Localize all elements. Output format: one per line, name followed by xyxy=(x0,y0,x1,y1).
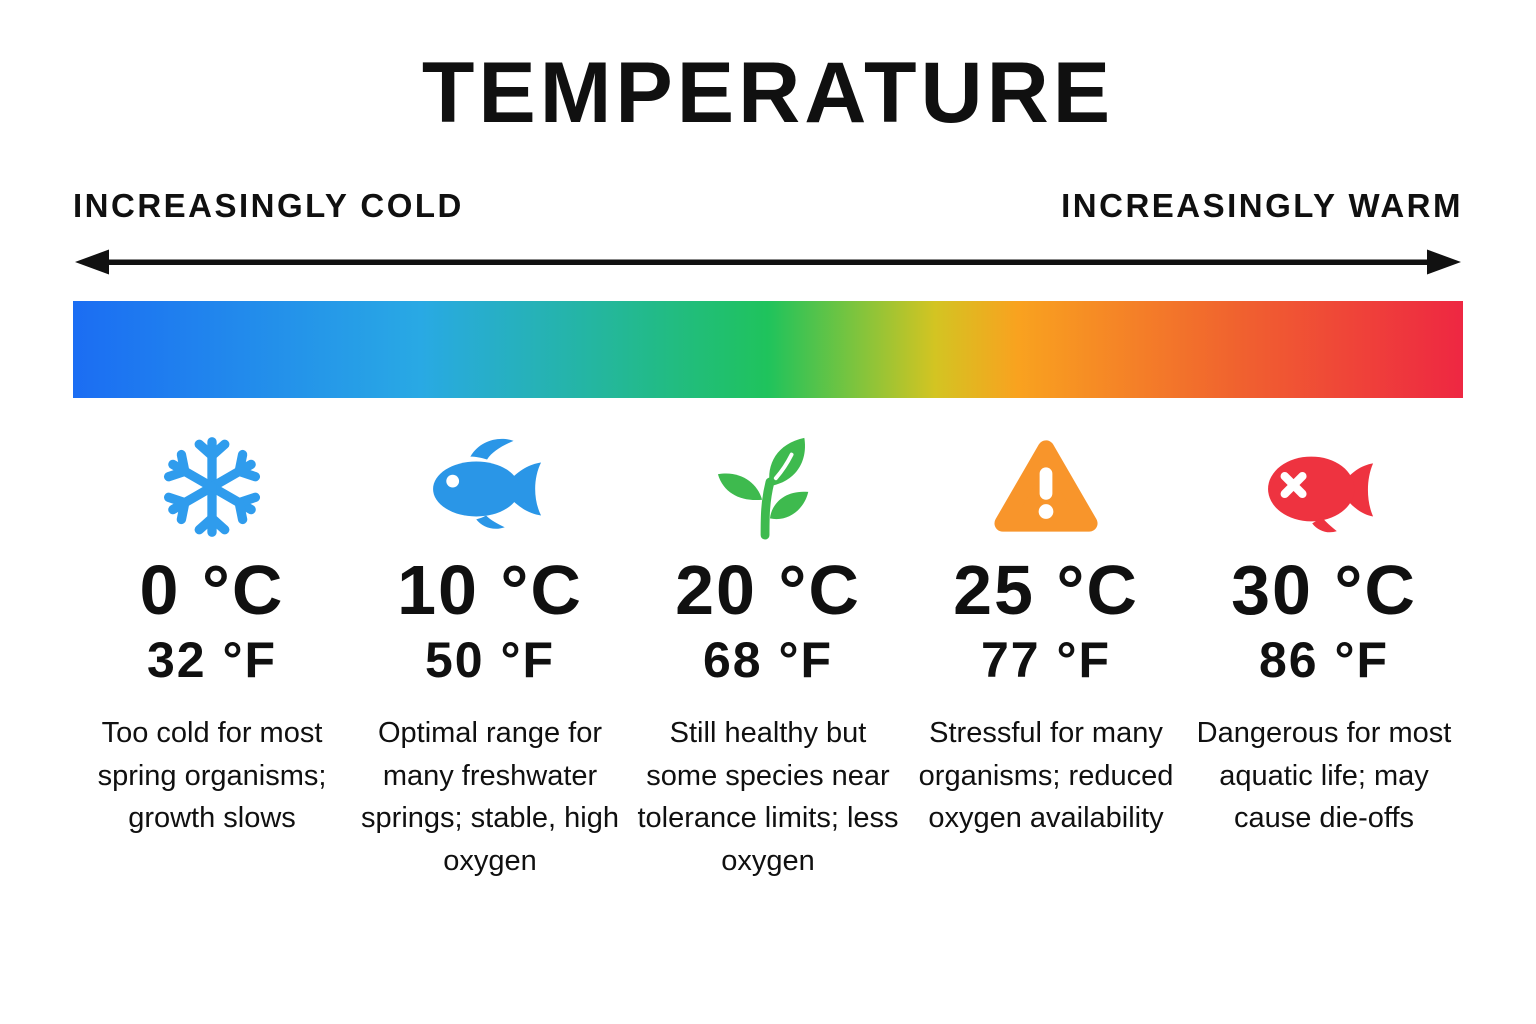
fahrenheit-label: 50 °F xyxy=(424,632,556,689)
fahrenheit-label: 86 °F xyxy=(1258,632,1390,689)
infographic: TEMPERATURE INCREASINGLY COLD INCREASING… xyxy=(73,0,1463,883)
fahrenheit-label: 77 °F xyxy=(980,632,1112,689)
column-description: Dangerous for most aquatic life; may cau… xyxy=(1196,717,1452,835)
column-25c: 25 °C 77 °F Stressful for many organisms… xyxy=(907,428,1185,883)
celsius-label: 30 °C xyxy=(1231,550,1417,629)
dead-fish-icon xyxy=(1261,428,1387,546)
column-description: Stressful for many organisms; reduced ox… xyxy=(918,717,1174,835)
column-10c: 10 °C 50 °F Optimal range for many fresh… xyxy=(351,428,629,883)
fahrenheit-label: 32 °F xyxy=(146,632,278,689)
column-30c: 30 °C 86 °F Dangerous for most aquatic l… xyxy=(1185,428,1463,883)
column-0c: 0 °C 32 °F Too cold for most spring orga… xyxy=(73,428,351,883)
seedling-icon xyxy=(714,428,822,546)
page-title: TEMPERATURE xyxy=(421,45,1115,141)
double-arrow-icon xyxy=(75,249,1461,275)
celsius-label: 20 °C xyxy=(675,550,861,629)
celsius-label: 25 °C xyxy=(953,550,1139,629)
column-description: Still healthy but some species near tole… xyxy=(637,717,899,877)
warning-icon xyxy=(986,428,1106,546)
increasingly-cold-label: INCREASINGLY COLD xyxy=(73,186,464,224)
temperature-gradient-bar xyxy=(73,300,1463,398)
celsius-label: 10 °C xyxy=(397,550,583,629)
direction-labels: INCREASINGLY COLD INCREASINGLY WARM xyxy=(73,187,1463,225)
increasingly-warm-label: INCREASINGLY WARM xyxy=(1061,186,1463,224)
column-description: Too cold for most spring organisms; grow… xyxy=(97,717,327,835)
temperature-columns: 0 °C 32 °F Too cold for most spring orga… xyxy=(73,428,1463,883)
celsius-label: 0 °C xyxy=(139,550,285,629)
fish-icon xyxy=(427,428,553,546)
column-20c: 20 °C 68 °F Still healthy but some speci… xyxy=(629,428,907,883)
column-description: Optimal range for many freshwater spring… xyxy=(361,717,619,877)
fahrenheit-label: 68 °F xyxy=(702,632,834,689)
snowflake-icon xyxy=(158,428,266,546)
